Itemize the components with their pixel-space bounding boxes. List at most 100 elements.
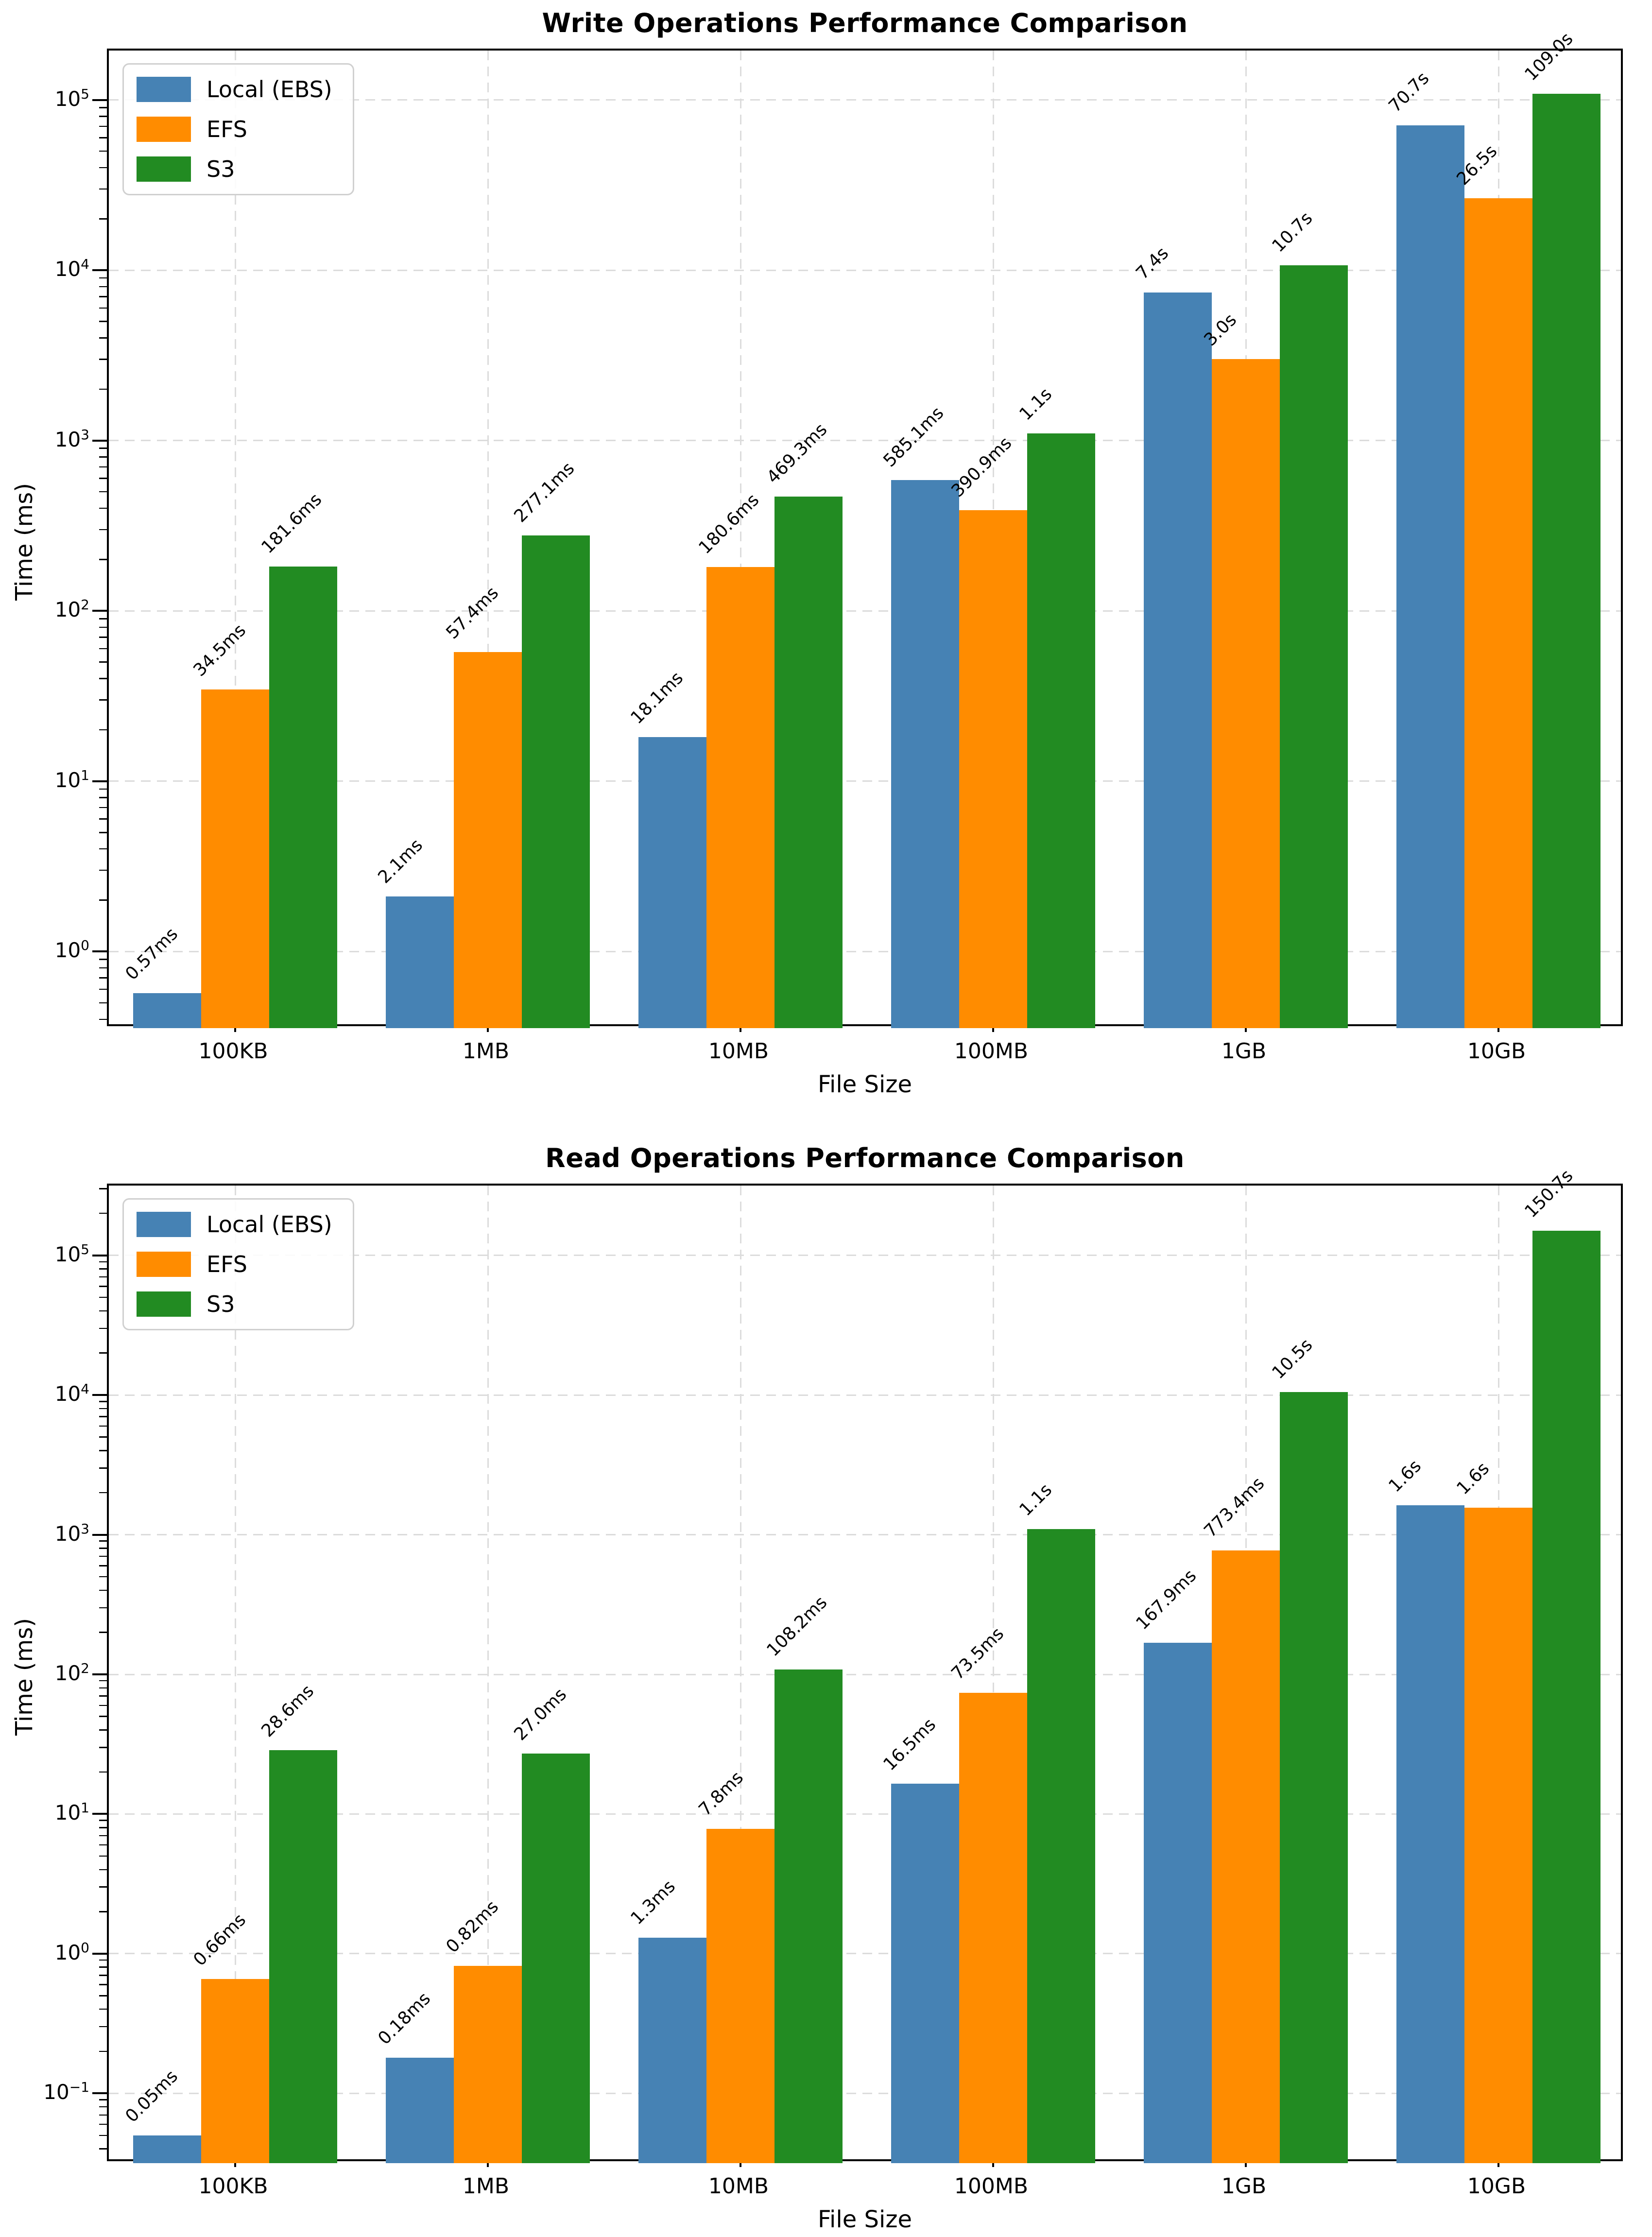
y-major-tick [92, 2092, 107, 2095]
bar-efs-100mb [959, 510, 1027, 1028]
v-gridline [487, 1186, 489, 2159]
x-tick-label-100mb: 100MB [954, 2174, 1029, 2199]
legend-item-s3: S3 [137, 156, 332, 182]
bar-s3-100mb [1027, 433, 1095, 1028]
y-minor-tick [99, 1995, 107, 1996]
bar-value-label: 7.8ms [695, 1768, 747, 1820]
y-minor-tick [99, 1607, 107, 1609]
x-major-tick [487, 1024, 489, 1032]
y-minor-tick [99, 626, 107, 628]
y-minor-tick [99, 2026, 107, 2028]
bar-efs-1mb [454, 652, 522, 1028]
y-minor-tick [99, 466, 107, 468]
bar-value-label: 773.4ms [1200, 1473, 1269, 1542]
y-tick-label: 100 [54, 937, 89, 963]
x-axis-label: File Size [817, 2206, 912, 2233]
y-minor-tick [99, 1827, 107, 1828]
bar-s3-10mb [774, 496, 843, 1028]
bar-local-ebs-1mb [386, 896, 454, 1028]
x-major-tick [234, 2159, 236, 2167]
bar-value-label: 167.9ms [1132, 1566, 1201, 1634]
x-major-tick [1497, 2159, 1499, 2167]
legend-item-local-ebs: Local (EBS) [137, 1211, 332, 1238]
y-minor-tick [99, 218, 107, 220]
legend-label: S3 [206, 156, 235, 182]
y-minor-tick [99, 296, 107, 297]
bar-value-label: 0.66ms [189, 1910, 250, 1970]
bar-value-label: 0.57ms [121, 924, 182, 984]
bar-value-label: 7.4s [1132, 243, 1173, 284]
x-major-tick [992, 1024, 994, 1032]
x-major-tick [740, 1024, 741, 1032]
bar-value-label: 18.1ms [627, 668, 688, 728]
y-minor-tick [99, 1680, 107, 1682]
h-gridline [109, 1534, 1621, 1536]
v-gridline [234, 51, 236, 1024]
y-minor-tick [99, 167, 107, 169]
y-major-tick [92, 1952, 107, 1955]
bar-value-label: 181.6ms [258, 489, 326, 558]
legend-swatch-efs [137, 1252, 191, 1277]
y-minor-tick [99, 286, 107, 288]
y-minor-tick [99, 1436, 107, 1438]
y-minor-tick [99, 699, 107, 701]
y-minor-tick [99, 150, 107, 152]
y-minor-tick [99, 1589, 107, 1591]
y-minor-tick [99, 1886, 107, 1888]
y-minor-tick [99, 1835, 107, 1837]
x-tick-label-10mb: 10MB [708, 2174, 769, 2199]
legend-label: EFS [206, 116, 247, 142]
y-minor-tick [99, 648, 107, 650]
legend-swatch-efs [137, 117, 191, 142]
y-minor-tick [99, 447, 107, 449]
bar-local-ebs-1gb [1144, 1643, 1212, 2163]
bar-efs-10mb [706, 567, 774, 1028]
y-minor-tick [99, 988, 107, 990]
y-minor-tick [99, 559, 107, 560]
y-minor-tick [99, 1771, 107, 1773]
y-major-tick [92, 780, 107, 782]
h-gridline [109, 440, 1621, 442]
bar-local-ebs-1mb [386, 2057, 454, 2163]
bar-value-label: 2.1ms [374, 835, 427, 888]
legend-label: Local (EBS) [206, 76, 332, 103]
legend: Local (EBS) EFS S3 [122, 63, 354, 195]
y-tick-label: 102 [54, 1660, 89, 1685]
x-major-tick [1245, 2159, 1247, 2167]
y-minor-tick [99, 529, 107, 531]
bar-value-label: 27.0ms [510, 1685, 571, 1745]
y-minor-tick [99, 1729, 107, 1731]
y-minor-tick [99, 2114, 107, 2116]
bar-value-label: 57.4ms [442, 583, 503, 643]
y-minor-tick [99, 678, 107, 679]
legend-label: S3 [206, 1291, 235, 1317]
y-minor-tick [99, 321, 107, 322]
bar-local-ebs-10mb [638, 737, 706, 1028]
bar-local-ebs-100mb [891, 480, 959, 1028]
y-tick-label: 103 [54, 1520, 89, 1546]
y-tick-label: 104 [54, 256, 89, 281]
y-minor-tick [99, 137, 107, 138]
x-tick-label-1gb: 1GB [1221, 1039, 1267, 1064]
y-minor-tick [99, 359, 107, 360]
legend-label: Local (EBS) [206, 1211, 332, 1238]
y-minor-tick [99, 1261, 107, 1263]
bar-efs-100mb [959, 1693, 1027, 2163]
y-minor-tick [99, 788, 107, 790]
y-minor-tick [99, 1959, 107, 1961]
x-tick-label-10gb: 10GB [1467, 1039, 1526, 1064]
bar-efs-1gb [1212, 1550, 1280, 2163]
y-minor-tick [99, 1416, 107, 1417]
bar-value-label: 390.9ms [947, 433, 1016, 501]
legend-item-efs: EFS [137, 1251, 332, 1277]
legend-swatch-s3 [137, 1291, 191, 1317]
y-minor-tick [99, 848, 107, 850]
x-tick-label-1gb: 1GB [1221, 2174, 1267, 2199]
bar-s3-100mb [1027, 1529, 1095, 2163]
y-major-tick [92, 1394, 107, 1396]
bar-value-label: 0.18ms [374, 1988, 435, 2049]
y-minor-tick [99, 491, 107, 493]
y-tick-label: 10−1 [43, 2079, 89, 2104]
h-gridline [109, 1813, 1621, 1815]
